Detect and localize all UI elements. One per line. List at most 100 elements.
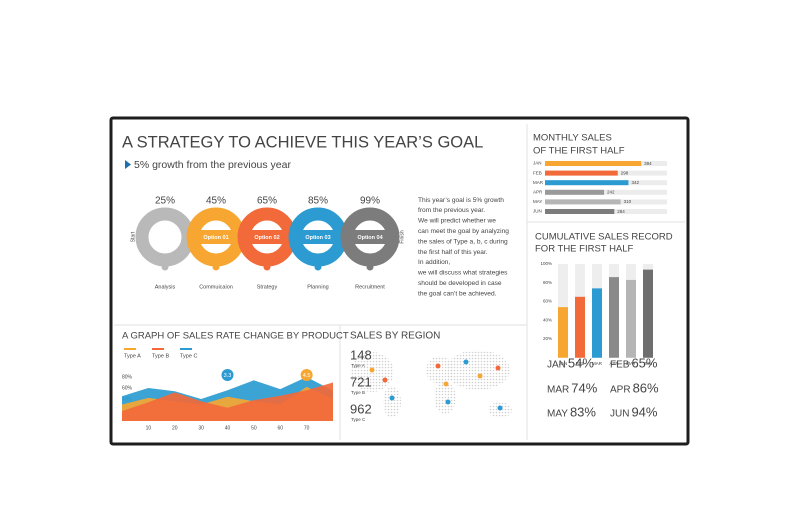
step-percent: 65% bbox=[257, 196, 277, 207]
bar bbox=[558, 307, 568, 358]
step-label: Analysis bbox=[155, 284, 176, 290]
y-tick-label: 60% bbox=[543, 299, 552, 304]
stat-percent: 54% bbox=[568, 355, 594, 370]
option-band bbox=[291, 230, 345, 244]
x-tick-label: 70 bbox=[304, 425, 310, 431]
step-label: Planning bbox=[307, 284, 328, 290]
option-label: Option 02 bbox=[254, 235, 279, 241]
x-tick-label: FEB bbox=[576, 361, 585, 366]
bar-category: JUN bbox=[533, 209, 542, 214]
area bbox=[122, 382, 333, 421]
description-line: from the previous year. bbox=[418, 207, 485, 214]
y-tick-label: 80% bbox=[122, 374, 133, 380]
legend-label: Type B bbox=[152, 353, 169, 359]
bar bbox=[592, 288, 602, 358]
monitor-bezel bbox=[109, 116, 690, 446]
bar-category: FEB bbox=[533, 170, 542, 175]
description-line: the sales of Type a, b, c during bbox=[418, 238, 508, 245]
stat-month: FEB bbox=[610, 360, 630, 371]
x-tick-label: APR bbox=[609, 361, 619, 366]
legend-swatch bbox=[124, 348, 136, 350]
stat-month: APR bbox=[610, 385, 631, 396]
x-tick-label: MAY bbox=[626, 361, 635, 366]
bar-track bbox=[545, 189, 667, 195]
title: A STRATEGY TO ACHIEVE THIS YEAR’S GOAL bbox=[122, 133, 483, 151]
bar-value-label: 394 bbox=[644, 161, 652, 166]
region-value: 962 bbox=[350, 401, 372, 416]
option-band bbox=[343, 230, 397, 244]
subtitle: 5% growth from the previous year bbox=[134, 159, 291, 171]
region-label: Type B bbox=[351, 390, 365, 395]
y-tick-label: 20% bbox=[543, 336, 552, 341]
bar-value-label: 310 bbox=[624, 199, 632, 204]
x-tick-label: 50 bbox=[251, 425, 257, 431]
description-line: can meet the goal by analyzing bbox=[418, 228, 509, 235]
chart-title: FOR THE FIRST HALF bbox=[535, 244, 634, 255]
x-tick-label: JAN bbox=[559, 361, 568, 366]
step-icon bbox=[314, 263, 322, 271]
chart-title: OF THE FIRST HALF bbox=[533, 146, 625, 157]
bar bbox=[545, 180, 629, 186]
step-percent: 25% bbox=[155, 196, 175, 207]
y-tick-label: 100% bbox=[540, 261, 552, 266]
region-label: Type C bbox=[351, 417, 366, 422]
x-tick-label: 60 bbox=[277, 425, 283, 431]
chart-title: CUMULATIVE SALES RECORD bbox=[535, 232, 673, 243]
bar-value-label: 284 bbox=[617, 209, 625, 214]
bar bbox=[545, 189, 605, 195]
description-line: we will discuss what strategies bbox=[417, 270, 508, 277]
stat-month: JUN bbox=[610, 409, 629, 420]
option-label: Option 04 bbox=[357, 235, 383, 241]
region-value: 721 bbox=[350, 374, 372, 389]
step-label: Commuicaion bbox=[199, 284, 233, 290]
bar bbox=[609, 277, 619, 358]
bar bbox=[545, 161, 642, 166]
bar-category: MAR bbox=[533, 180, 544, 185]
bar bbox=[575, 296, 585, 358]
stat-percent: 74% bbox=[571, 380, 597, 395]
bar-category: MAY bbox=[533, 199, 542, 204]
x-tick-label: JUN bbox=[644, 361, 653, 366]
bullet-icon bbox=[125, 160, 131, 169]
step-icon bbox=[161, 263, 169, 271]
description-line: the goal can’t be achieved. bbox=[418, 290, 497, 297]
dividers bbox=[114, 124, 685, 440]
step-label: Strategy bbox=[257, 284, 278, 290]
bar-value-label: 298 bbox=[621, 170, 629, 175]
legend-label: Type A bbox=[124, 353, 141, 359]
bar-category: APR bbox=[533, 189, 543, 194]
step-label: Recruitment bbox=[355, 284, 385, 290]
legend-swatch bbox=[180, 348, 192, 350]
description-line: should be developed in case bbox=[418, 280, 502, 287]
annotation-label: 4.5 bbox=[303, 373, 311, 379]
start-label: Start bbox=[130, 231, 136, 242]
step-percent: 45% bbox=[206, 196, 226, 207]
annotation-label: 3.3 bbox=[224, 373, 232, 379]
region-value: 148 bbox=[350, 347, 372, 362]
bar-value-label: 242 bbox=[607, 190, 615, 195]
bar-value-label: 342 bbox=[631, 180, 639, 185]
stat-percent: 94% bbox=[631, 404, 657, 419]
bar-category: JAN bbox=[533, 161, 542, 166]
region-title: SALES BY REGION bbox=[350, 331, 440, 342]
step-icon bbox=[212, 263, 220, 271]
description-line: In addition, bbox=[418, 259, 450, 266]
stat-month: JAN bbox=[547, 360, 566, 371]
bar bbox=[643, 269, 653, 358]
chart-title: MONTHLY SALES bbox=[533, 133, 612, 144]
option-label: Option 01 bbox=[203, 235, 228, 241]
description-line: We will predict whether we bbox=[418, 218, 496, 225]
y-tick-label: 80% bbox=[543, 280, 552, 285]
step-percent: 99% bbox=[360, 196, 380, 207]
region-label: Type A bbox=[351, 363, 365, 368]
option-band bbox=[189, 230, 243, 244]
stat-month: MAR bbox=[547, 385, 569, 396]
x-tick-label: 10 bbox=[146, 425, 152, 431]
x-tick-label: MAR bbox=[592, 361, 603, 366]
description-line: This year’s goal is 5% growth bbox=[418, 197, 504, 204]
step-icon bbox=[366, 263, 374, 271]
stat-month: MAY bbox=[547, 409, 568, 420]
bar bbox=[545, 170, 618, 176]
